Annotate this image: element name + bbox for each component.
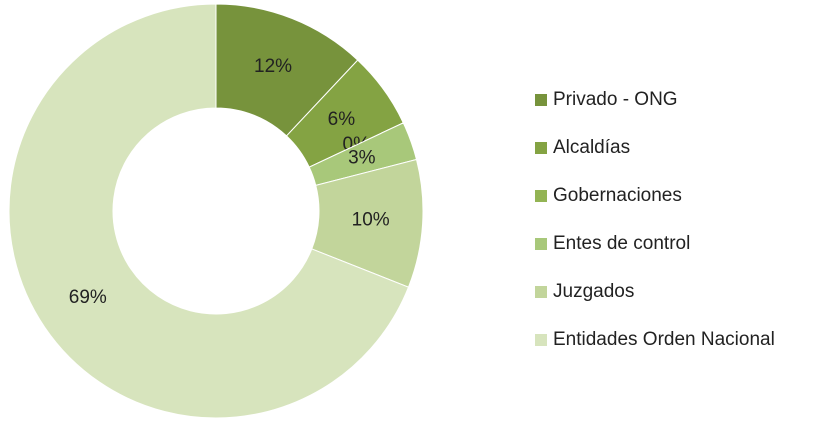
legend-label: Entes de control: [553, 233, 690, 254]
data-label: 69%: [69, 287, 107, 308]
data-label: 12%: [254, 56, 292, 77]
legend-swatch: [535, 142, 547, 154]
legend-swatch: [535, 334, 547, 346]
donut-slice: [8, 3, 410, 419]
legend-label: Alcaldías: [553, 137, 630, 158]
data-label: 3%: [348, 148, 376, 169]
legend-label: Gobernaciones: [553, 185, 682, 206]
legend-swatch: [535, 286, 547, 298]
data-label: 6%: [328, 109, 356, 130]
legend-label: Entidades Orden Nacional: [553, 329, 775, 350]
legend-label: Juzgados: [553, 281, 634, 302]
legend-swatch: [535, 238, 547, 250]
legend-label: Privado - ONG: [553, 89, 678, 110]
legend-swatch: [535, 94, 547, 106]
data-label: 10%: [352, 210, 390, 231]
legend-swatch: [535, 190, 547, 202]
